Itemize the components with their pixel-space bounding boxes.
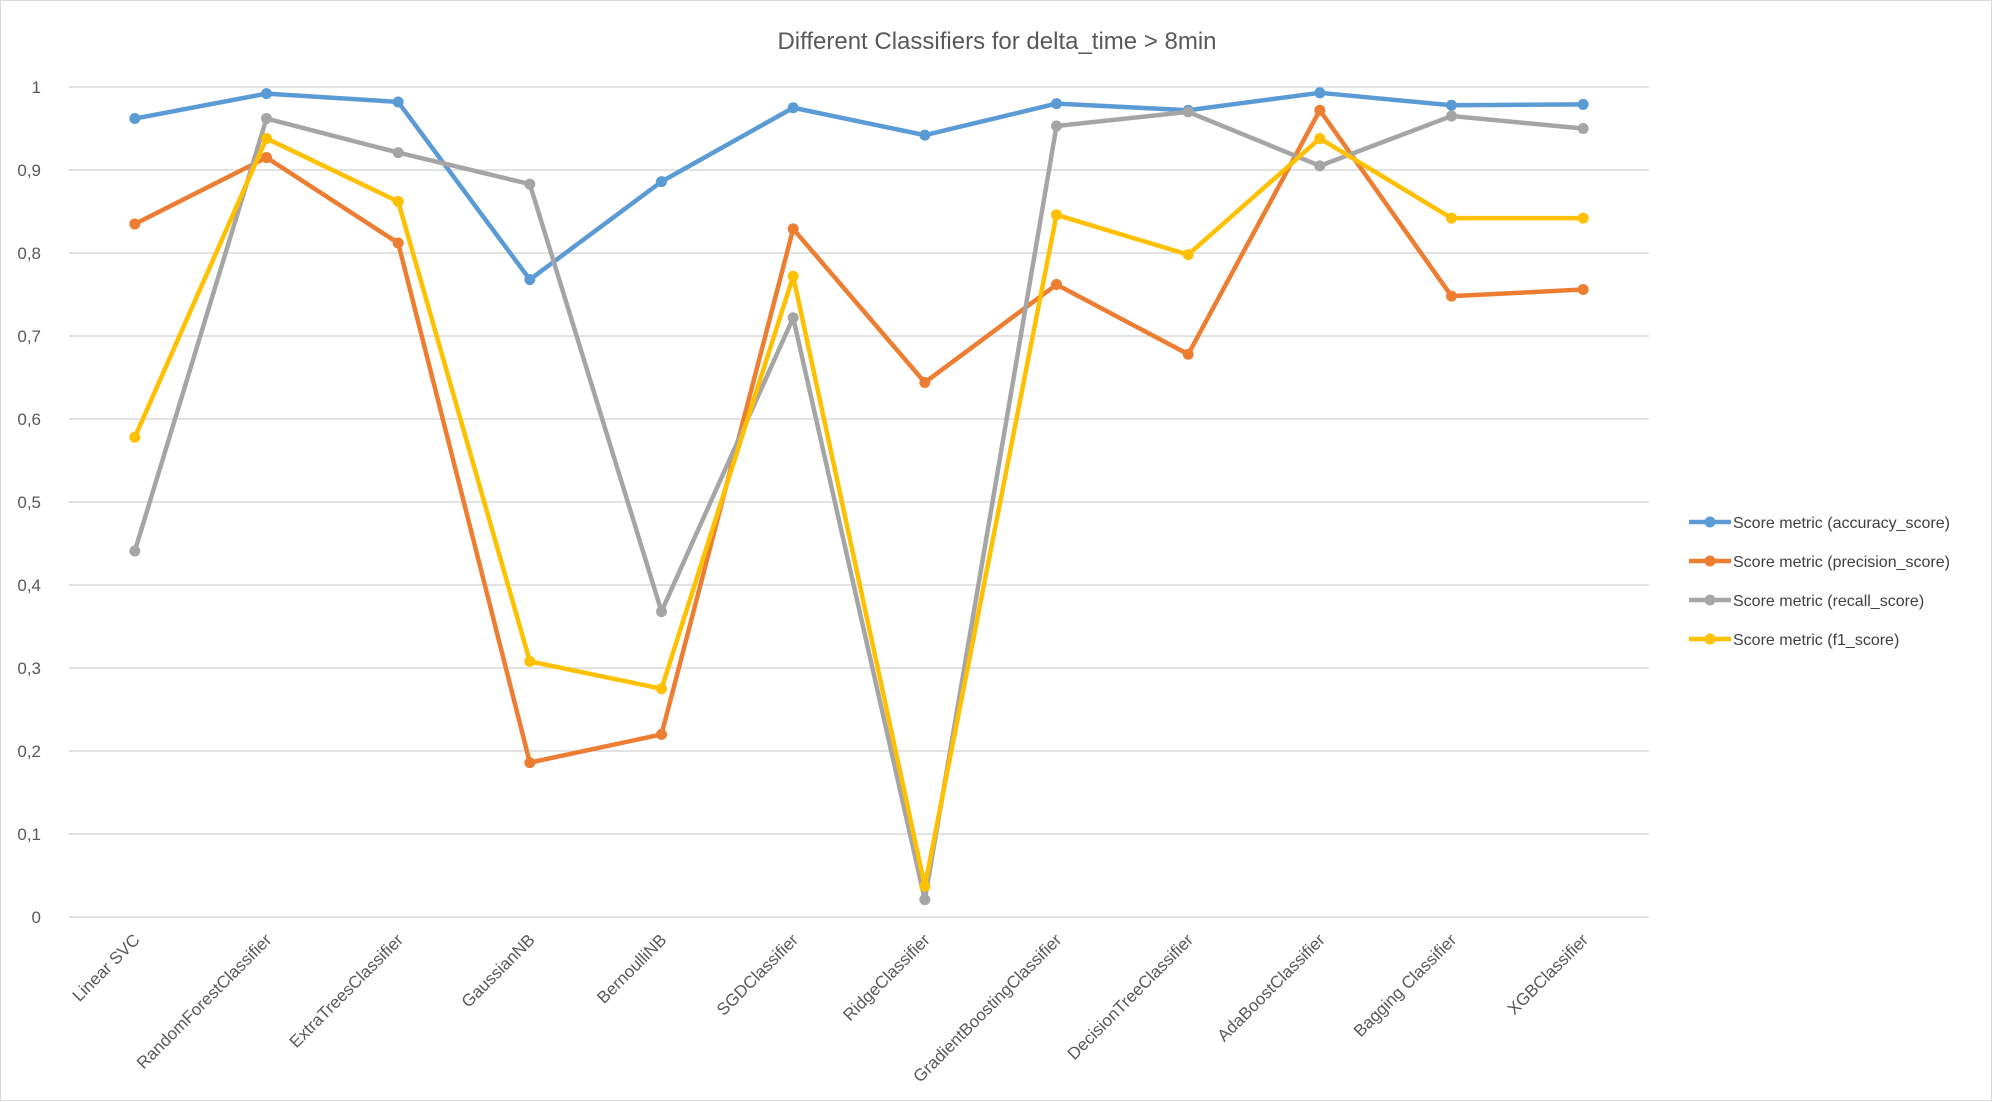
x-tick-label: DecisionTreeClassifier <box>1064 930 1197 1063</box>
data-point <box>1051 98 1062 110</box>
x-tick-label: RidgeClassifier <box>839 930 934 1025</box>
x-tick-label: RandomForestClassifier <box>133 930 276 1073</box>
data-point <box>261 132 272 144</box>
x-tick-label: BernoulliNB <box>593 930 670 1007</box>
series-group <box>129 104 1589 769</box>
x-tick-label: Linear SVC <box>69 930 144 1005</box>
y-axis-ticks: 0 0,1 0,2 0,3 0,4 0,5 0,6 0,7 0,8 0,9 1 <box>17 78 41 927</box>
y-tick-label: 0,9 <box>17 161 41 180</box>
legend-marker <box>1704 555 1716 567</box>
data-point <box>1051 209 1062 221</box>
chart-title: Different Classifiers for delta_time > 8… <box>777 28 1216 55</box>
legend-marker <box>1704 594 1716 606</box>
x-tick-label: SGDClassifier <box>713 930 802 1019</box>
legend-label: Score metric (f1_score) <box>1733 632 1899 649</box>
data-point <box>1051 279 1062 291</box>
series-group <box>129 106 1589 906</box>
data-point <box>524 178 536 190</box>
data-point <box>129 431 141 443</box>
series-lines <box>129 87 1589 906</box>
legend-marker <box>1704 516 1716 528</box>
gridlines <box>69 86 1649 918</box>
x-tick-label: GradientBoostingClassifier <box>910 930 1066 1086</box>
data-point <box>1314 160 1326 172</box>
data-point <box>1446 110 1457 122</box>
legend-item: Score metric (precision_score) <box>1689 554 1950 571</box>
data-point <box>1577 212 1589 224</box>
data-point <box>129 218 141 230</box>
data-point <box>261 88 272 100</box>
y-tick-label: 0,8 <box>17 244 41 263</box>
data-point <box>1182 106 1194 118</box>
data-point <box>392 147 404 159</box>
data-point <box>129 545 141 557</box>
legend-item: Score metric (f1_score) <box>1689 632 1899 649</box>
y-tick-label: 1 <box>32 78 41 97</box>
data-point <box>392 196 404 208</box>
y-tick-label: 0,2 <box>17 742 41 761</box>
legend-item: Score metric (accuracy_score) <box>1689 515 1950 532</box>
series-group <box>129 87 1589 286</box>
data-point <box>1182 249 1194 261</box>
x-tick-label: XGBClassifier <box>1504 930 1592 1018</box>
x-tick-label: AdaBoostClassifier <box>1214 930 1329 1045</box>
data-point <box>919 129 931 141</box>
data-point <box>1314 132 1326 144</box>
data-point <box>392 96 404 108</box>
data-point <box>1314 104 1326 116</box>
data-point <box>1446 290 1457 302</box>
data-point <box>656 176 667 188</box>
data-point <box>1446 212 1457 224</box>
y-tick-label: 0,4 <box>17 576 41 595</box>
legend-label: Score metric (precision_score) <box>1733 554 1950 571</box>
data-point <box>787 270 799 282</box>
data-point <box>129 113 141 125</box>
data-point <box>1577 123 1589 134</box>
legend-label: Score metric (accuracy_score) <box>1733 515 1950 532</box>
data-point <box>392 237 404 249</box>
x-tick-label: Bagging Classifier <box>1350 930 1461 1041</box>
series-line <box>132 109 1586 902</box>
data-point <box>919 376 931 388</box>
legend-item: Score metric (recall_score) <box>1689 593 1924 610</box>
data-point <box>524 655 536 667</box>
data-point <box>919 894 931 906</box>
data-point <box>261 113 272 125</box>
series-group <box>129 132 1589 892</box>
y-tick-label: 0,7 <box>17 327 41 346</box>
data-point <box>919 880 931 892</box>
data-point <box>1051 120 1062 132</box>
series-line <box>132 90 1586 282</box>
data-point <box>1577 284 1589 296</box>
y-tick-label: 0,5 <box>17 493 41 512</box>
data-point <box>1577 98 1589 110</box>
x-tick-label: ExtraTreesClassifier <box>286 930 407 1051</box>
data-point <box>1446 99 1457 111</box>
series-line <box>132 107 1586 765</box>
legend-marker <box>1704 633 1716 645</box>
series-line <box>132 136 1586 889</box>
x-tick-label: GaussianNB <box>458 930 539 1011</box>
data-point <box>787 223 799 235</box>
data-point <box>656 683 667 695</box>
data-point <box>524 757 536 769</box>
legend: Score metric (accuracy_score) Score metri… <box>1689 515 1950 649</box>
data-point <box>261 152 272 164</box>
y-tick-label: 0 <box>32 908 41 927</box>
data-point <box>787 312 799 324</box>
data-point <box>524 274 536 286</box>
data-point <box>1182 348 1194 360</box>
y-tick-label: 0,1 <box>17 825 41 844</box>
data-point <box>656 606 667 618</box>
legend-label: Score metric (recall_score) <box>1733 593 1924 610</box>
y-tick-label: 0,6 <box>17 410 41 429</box>
data-point <box>1314 87 1326 99</box>
data-point <box>787 102 799 114</box>
data-point <box>656 728 667 740</box>
y-tick-label: 0,3 <box>17 659 41 678</box>
